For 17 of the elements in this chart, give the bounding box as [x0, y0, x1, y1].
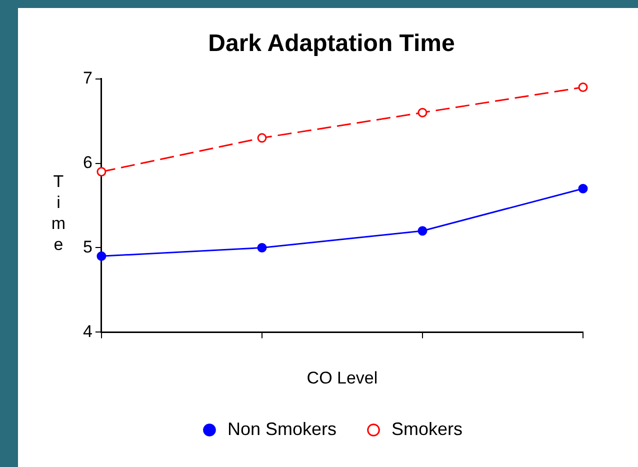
- point: [257, 133, 267, 143]
- y-tick-label: 7: [82, 68, 92, 88]
- point: [96, 251, 106, 261]
- y-tick-label: 4: [82, 322, 92, 341]
- y-tick-label: 6: [82, 152, 92, 172]
- legend-label: Smokers: [392, 418, 463, 439]
- point: [257, 242, 267, 252]
- y-axis-title: Time: [48, 172, 68, 256]
- point: [578, 184, 588, 194]
- point: [578, 82, 588, 92]
- chart-title: Dark Adaptation Time: [208, 30, 455, 58]
- point: [418, 226, 428, 236]
- point: [418, 108, 428, 118]
- legend-label: Non Smokers: [227, 418, 337, 439]
- y-tick-label: 5: [82, 237, 92, 256]
- x-axis-title: CO Level: [306, 368, 378, 388]
- point: [96, 166, 106, 176]
